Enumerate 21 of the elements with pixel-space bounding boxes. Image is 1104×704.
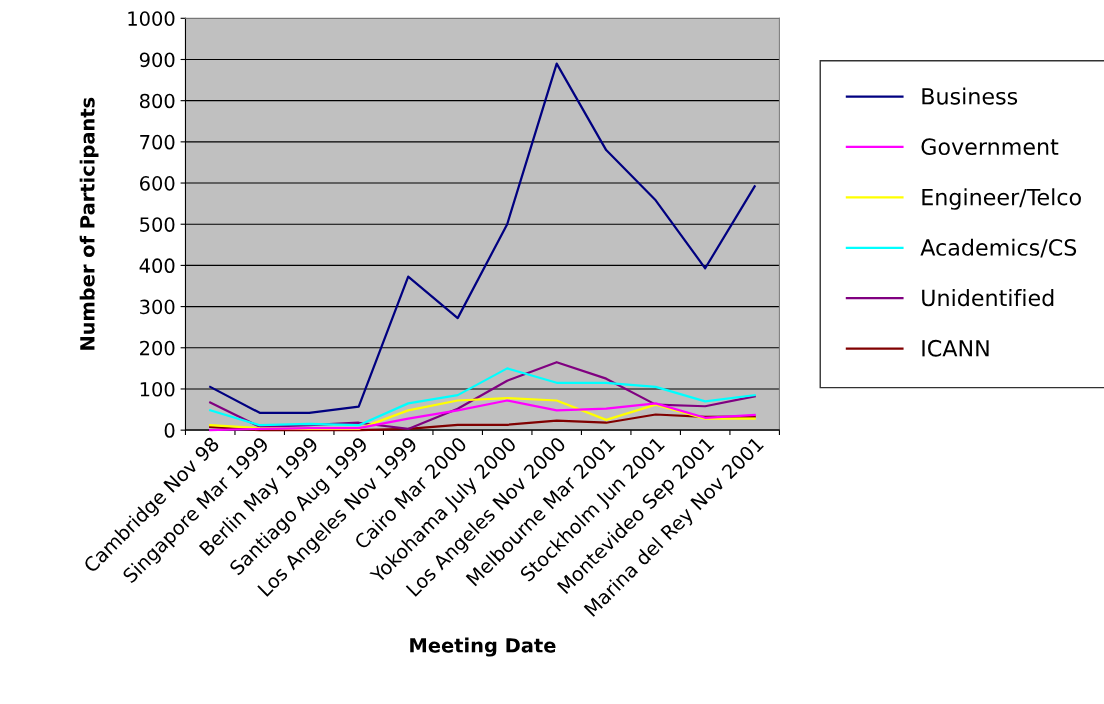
y-tick-label: 600 (139, 176, 175, 191)
legend-label: Business (922, 87, 1018, 105)
y-tick-label: 1000 (128, 11, 175, 26)
y-tick-label: 700 (140, 134, 175, 150)
line-series (209, 413, 756, 432)
y-tick-label: 300 (140, 299, 175, 315)
y-tick-label: 900 (139, 52, 175, 68)
y-tick-label: 400 (139, 258, 175, 274)
y-axis-title: Number of Participants (79, 97, 99, 350)
line-series (209, 62, 756, 414)
y-tick-label: 500 (140, 217, 175, 232)
y-tick-label: 0 (164, 423, 175, 438)
legend-label: Government (921, 138, 1059, 156)
y-tick-label: 800 (139, 93, 175, 109)
x-axis-title: Meeting Date (410, 637, 556, 657)
y-tick-label: 100 (140, 381, 175, 397)
legend-label: Engineer/Telco (922, 188, 1081, 210)
legend-label: ICANN (922, 339, 989, 357)
legend-label: Academics/CS (920, 238, 1077, 258)
legend-label: Unidentified (922, 289, 1054, 307)
y-tick-label: 200 (140, 340, 175, 356)
